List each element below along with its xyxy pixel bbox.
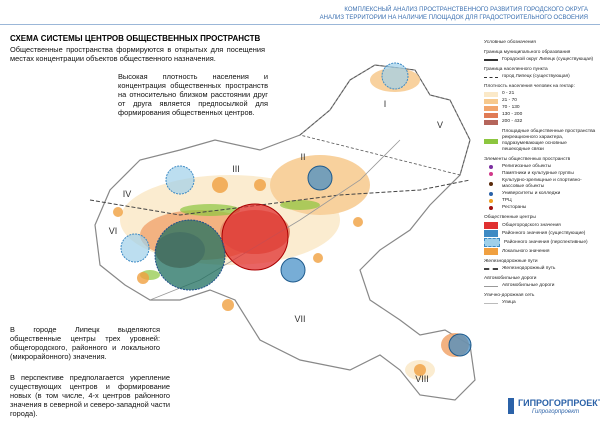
legend-swatch (489, 182, 493, 186)
legend-row: Памятники и культурные группы (484, 171, 596, 177)
legend-item: 21 - 70 (502, 98, 517, 103)
legend-item: Религиозные объекты (502, 164, 552, 169)
legend-swatch (484, 230, 498, 237)
legend-swatch (489, 206, 493, 210)
center-city (221, 203, 289, 271)
note: Высокая плотность населения и концентрац… (118, 72, 268, 117)
legend-swatch (489, 165, 493, 169)
legend-section: Общественные центры (484, 215, 536, 220)
legend-item: 0 - 21 (502, 91, 515, 96)
district-label: V (437, 120, 443, 130)
legend-section: Железнодорожные пути (484, 259, 538, 264)
legend-item: Площадные общественные пространства рекр… (502, 129, 596, 152)
legend-item: город Липецк (существующая) (502, 74, 570, 79)
legend-swatch (484, 119, 498, 125)
legend-row: 21 - 70 (484, 98, 596, 104)
district-label: II (300, 152, 305, 162)
legend-row: Рестораны (484, 205, 596, 211)
legend-item: Районного значения (перспективные) (504, 239, 588, 245)
legend-item: Железнодорожный путь (502, 266, 556, 271)
legend-swatch (489, 172, 493, 176)
legend-item: 130 - 200 (502, 112, 523, 117)
legend-row: Религиозные объекты (484, 164, 596, 170)
legend-item: 70 - 130 (502, 105, 520, 110)
legend-row: 130 - 200 (484, 112, 596, 118)
legend-section: Улично-дорожная сеть (484, 293, 535, 298)
legend-row: Университеты и колледжи (484, 191, 596, 197)
legend-swatch (484, 112, 498, 118)
legend-swatch (484, 98, 498, 104)
district-label: VI (109, 226, 118, 236)
legend: Условные обозначения Граница муниципальн… (484, 40, 596, 307)
legend-title: Условные обозначения (484, 40, 536, 45)
legend-row: 200 - 432 (484, 119, 596, 125)
railway (89, 179, 471, 216)
legend-item: Памятники и культурные группы (502, 171, 574, 176)
legend-item: Районного значения (существующие) (502, 230, 586, 236)
district-label: IV (123, 189, 132, 199)
legend-item: Автомобильные дороги (502, 283, 555, 288)
legend-item: ТРЦ (502, 198, 512, 203)
centers-perspective (120, 62, 409, 263)
legend-swatch (484, 105, 498, 111)
legend-item: Культурно-зрелищные и спортивно-массовые… (502, 178, 582, 189)
district-label: I (384, 99, 387, 109)
legend-item: Рестораны (502, 205, 527, 210)
district-label: VII (294, 314, 305, 324)
settlement-boundary (299, 64, 471, 176)
legend-section: Граница населенного пункта (484, 67, 548, 72)
legend-section: Плотность населения человек на гектар: (484, 84, 575, 89)
legend-section: Автомобильные дороги (484, 276, 537, 281)
legend-item: Университеты и колледжи (502, 191, 561, 196)
legend-swatch (489, 192, 493, 196)
legend-row: Культурно-зрелищные и спортивно-массовые… (484, 178, 596, 190)
legend-row: Общегородского значения (484, 222, 596, 229)
title: СХЕМА СИСТЕМЫ ЦЕНТРОВ ОБЩЕСТВЕННЫХ ПРОСТ… (10, 34, 261, 43)
legend-swatch (489, 199, 493, 203)
legend-swatch (484, 248, 498, 255)
legend-item: 200 - 432 (502, 119, 523, 124)
header-line: АНАЛИЗ ТЕРРИТОРИИ НА НАЛИЧИЕ ПЛОЩАДОК ДЛ… (319, 15, 588, 21)
legend-swatch (484, 238, 500, 247)
legend-swatch (484, 91, 498, 97)
legend-row: Локального значения (484, 248, 596, 255)
legend-item: Городской округ Липецк (существующая) (502, 57, 594, 62)
legend-row: Районного значения (перспективные) (484, 238, 596, 247)
centers-local (113, 177, 426, 376)
centers-district (280, 165, 472, 357)
district-label: III (232, 164, 240, 174)
legend-item: Улица (502, 300, 516, 305)
logo-name: ГИПРОГОРПРОЕКТ (518, 398, 600, 408)
bottom-text: В перспективе предполагается укрепление … (10, 373, 170, 418)
legend-section: Граница муниципального образования (484, 50, 571, 55)
legend-section: Элементы общественных пространств (484, 157, 571, 162)
legend-swatch (484, 222, 498, 229)
logo-mark (508, 398, 514, 414)
bottom-text: В городе Липецк выделяются общественные … (10, 325, 160, 361)
header-rule (0, 24, 600, 25)
legend-row: Районного значения (существующие) (484, 230, 596, 237)
header-line: КОМПЛЕКСНЫЙ АНАЛИЗ ПРОСТРАНСТВЕННОГО РАЗ… (344, 7, 588, 13)
intro: Общественные пространства формируются в … (10, 45, 265, 63)
legend-row: 0 - 21 (484, 91, 596, 97)
legend-item: Общегородского значения (502, 222, 561, 228)
legend-row: 70 - 130 (484, 105, 596, 111)
center-district (154, 219, 226, 291)
logo-sub: Гипрогорпроект (532, 409, 580, 415)
district-label: VIII (415, 374, 429, 384)
legend-row: ТРЦ (484, 198, 596, 204)
legend-item: Локального значения (502, 248, 550, 254)
